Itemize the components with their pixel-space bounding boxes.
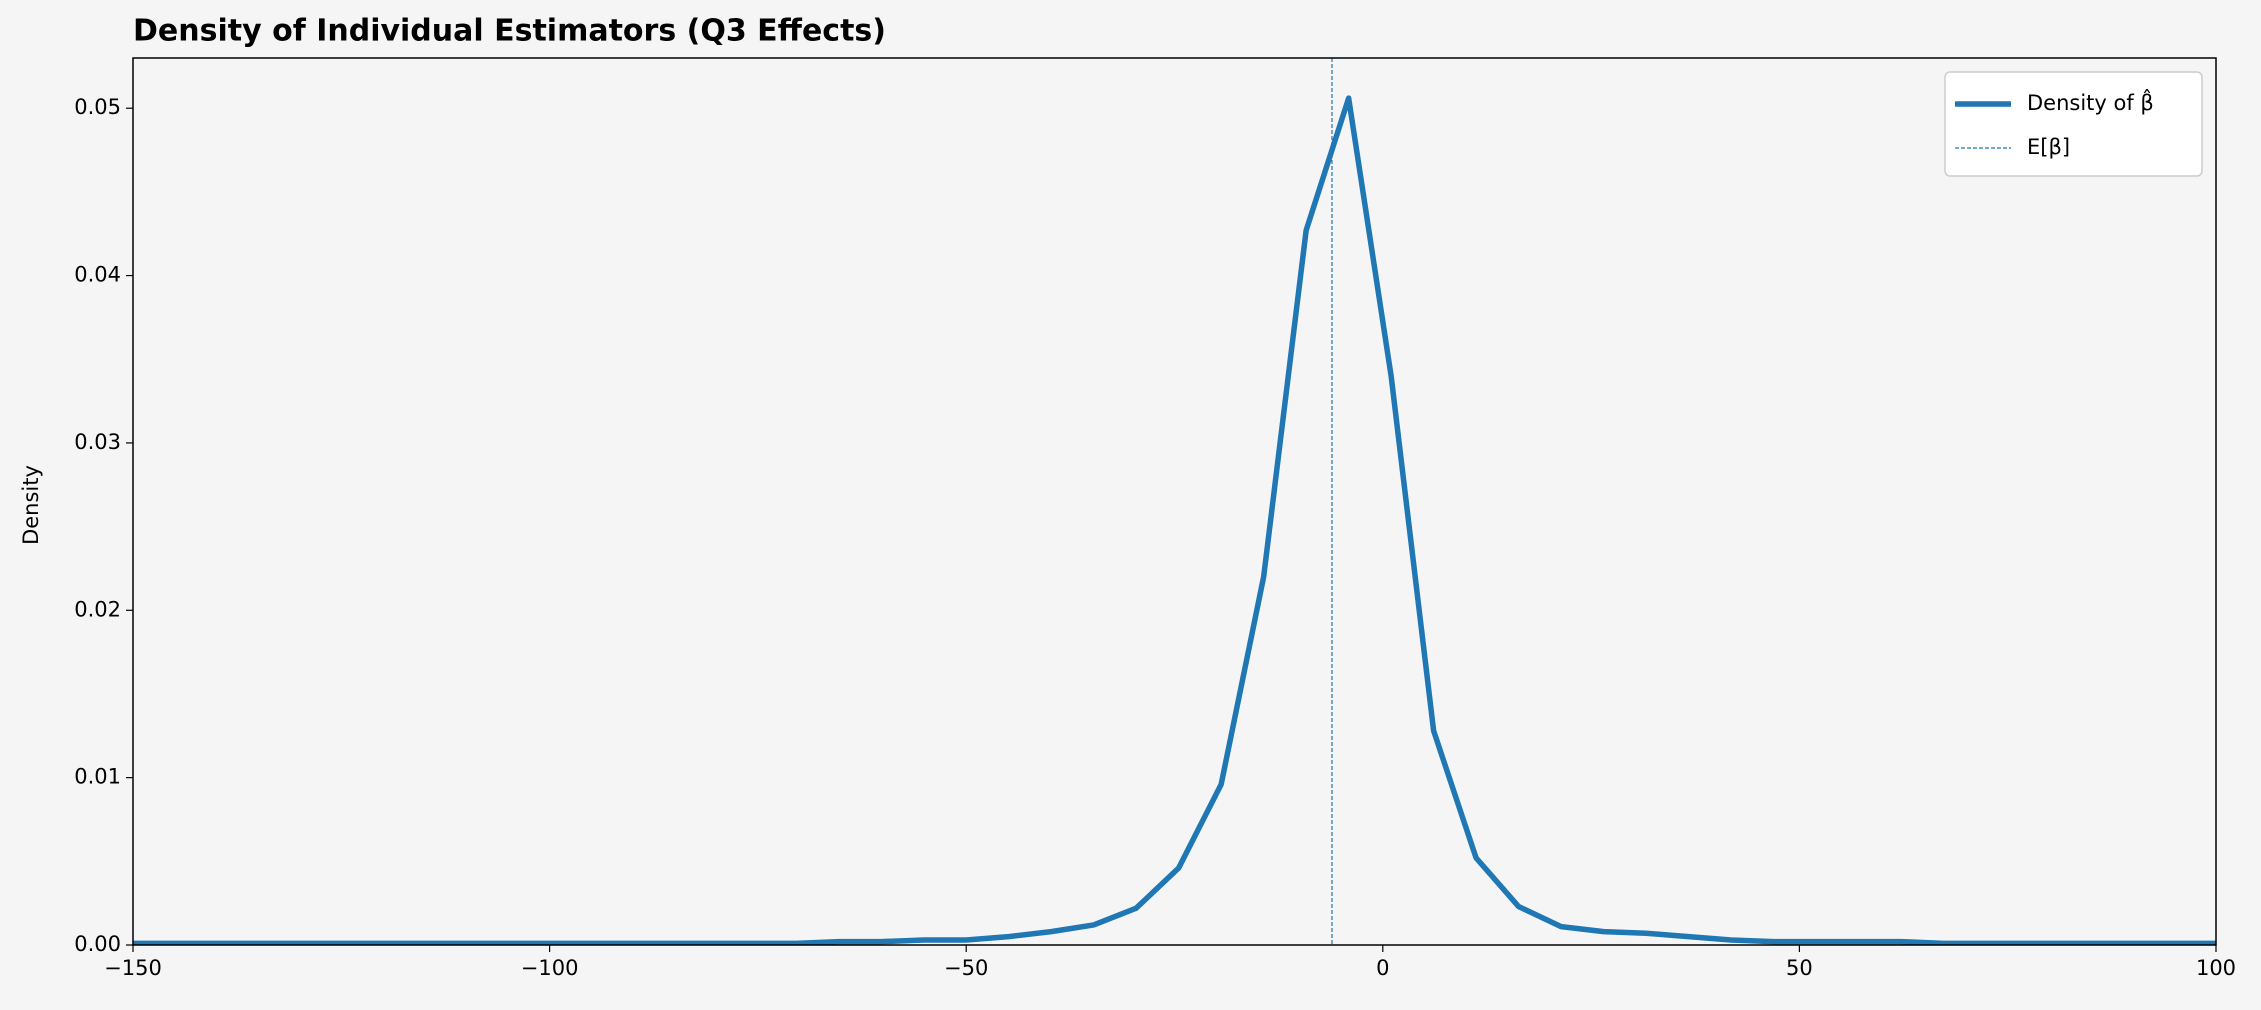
legend-label: Density of β̂ [2027, 89, 2154, 115]
x-tick-label: −150 [104, 956, 162, 980]
x-tick-label: −50 [944, 956, 988, 980]
y-tick-label: 0.01 [74, 765, 121, 789]
y-tick-label: 0.04 [74, 263, 121, 287]
legend-box [1944, 71, 2203, 177]
x-tick-label: 0 [1376, 956, 1389, 980]
plot-frame [132, 57, 2217, 946]
y-tick-label: 0.05 [74, 95, 121, 119]
y-tick-label: 0.00 [74, 932, 121, 956]
x-tick-label: 50 [1786, 956, 1813, 980]
chart-title: Density of Individual Estimators (Q3 Eff… [133, 14, 886, 49]
legend-label: E[β] [2027, 135, 2070, 159]
x-tick-label: 100 [2196, 956, 2236, 980]
y-tick-label: 0.02 [74, 597, 121, 621]
y-tick-label: 0.03 [74, 430, 121, 454]
density-line [133, 95, 2216, 945]
x-tick-label: −100 [521, 956, 579, 980]
y-axis-label: Density [19, 465, 43, 545]
